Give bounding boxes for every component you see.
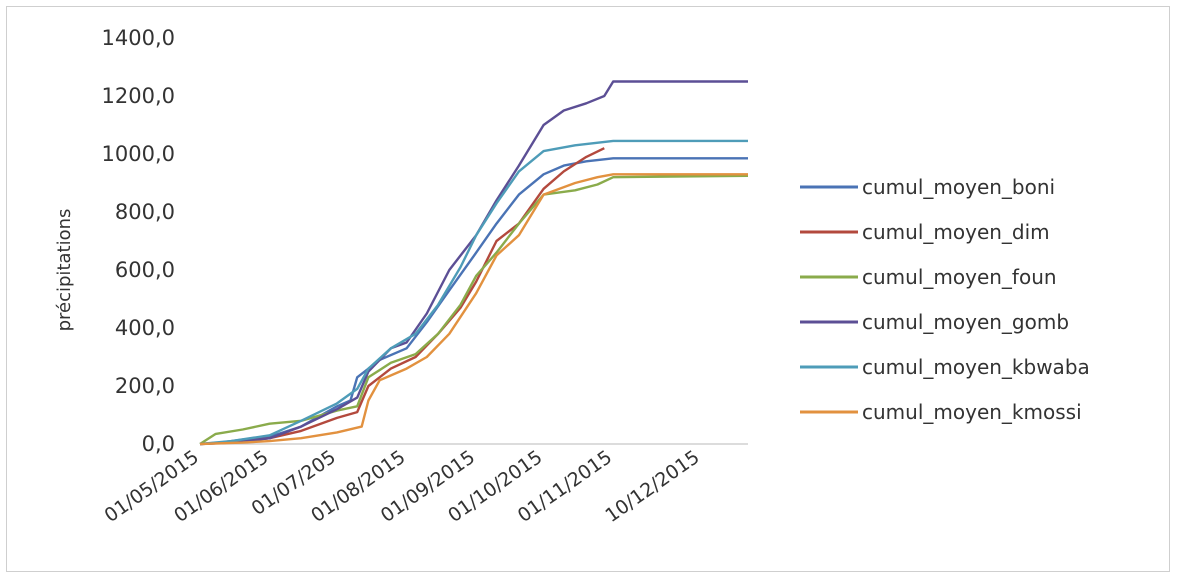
y-tick-label: 400,0 [115,316,175,340]
legend-label: cumul_moyen_foun [862,265,1057,289]
series-line [199,174,749,446]
y-tick-label: 0,0 [142,432,175,456]
y-axis-label: précipitations [54,209,75,332]
y-tick-label: 200,0 [115,374,175,398]
chart-frame [6,6,1170,572]
x-axis: 01/05/201501/06/201501/07/20501/08/20150… [101,443,748,527]
series-layer [199,80,749,446]
legend-label: cumul_moyen_kbwaba [862,355,1090,379]
series-line [199,147,605,446]
series-line [199,139,748,446]
legend-label: cumul_moyen_boni [862,175,1055,199]
y-tick-label: 1200,0 [102,84,175,108]
series-line [199,80,748,446]
y-axis: 0,0 200,0 400,0 600,0 800,0 1000,0 1200,0 1400,… [102,26,175,456]
legend: cumul_moyen_boni cumul_moyen_dim cumul_moy… [800,175,1090,424]
legend-label: cumul_moyen_kmossi [862,400,1082,424]
y-tick-label: 800,0 [115,200,175,224]
series-line [199,157,748,446]
y-tick-label: 1400,0 [102,26,175,50]
x-tick-label: 10/12/2015 [601,446,703,527]
series-line [199,173,748,446]
y-tick-label: 1000,0 [102,142,175,166]
legend-label: cumul_moyen_gomb [862,310,1069,334]
y-tick-label: 600,0 [115,258,175,282]
legend-label: cumul_moyen_dim [862,220,1050,244]
